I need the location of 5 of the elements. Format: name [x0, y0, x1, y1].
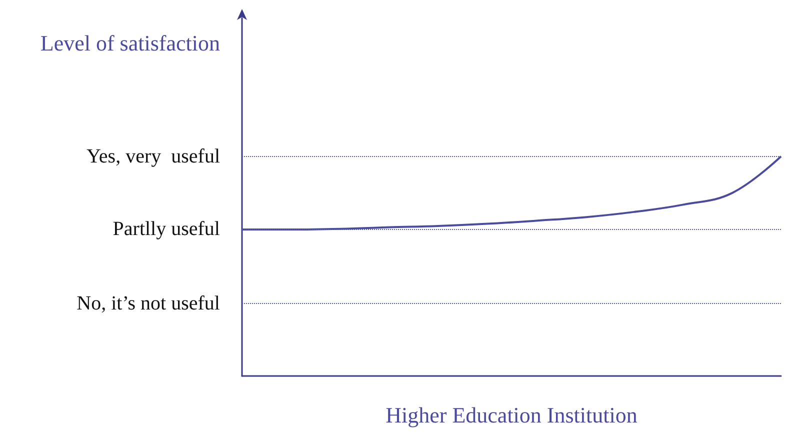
y-axis-title: Level of satisfaction [40, 30, 220, 56]
ref-line-label: No, it’s not useful [76, 292, 220, 315]
ref-line-label: Yes, very useful [86, 145, 220, 168]
x-axis-title: Higher Education Institution [386, 402, 638, 428]
ref-line-label: Partlly useful [112, 218, 220, 240]
